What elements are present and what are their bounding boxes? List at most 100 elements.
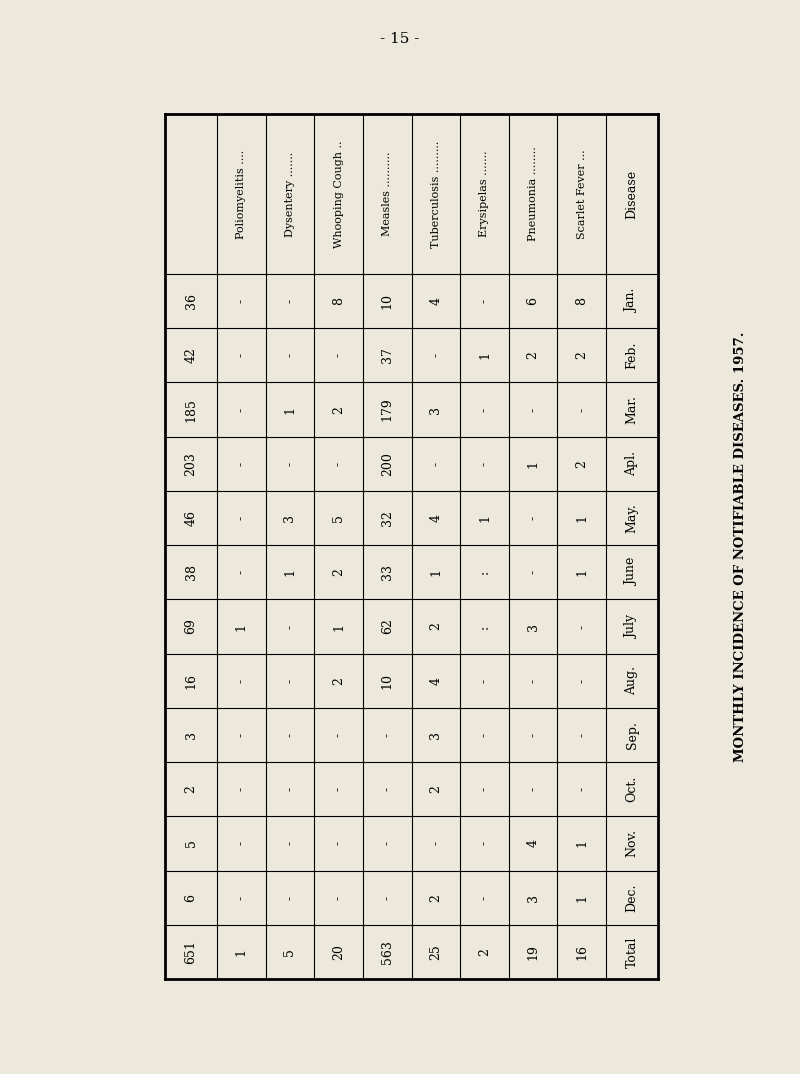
Text: -: - (332, 787, 345, 792)
Text: Nov.: Nov. (626, 829, 638, 857)
Text: Aug.: Aug. (626, 666, 638, 695)
Text: -: - (283, 679, 297, 683)
Text: -: - (235, 787, 248, 792)
Text: 1: 1 (575, 514, 588, 522)
Text: -: - (526, 679, 539, 683)
Text: Apl.: Apl. (626, 451, 638, 476)
Text: June: June (626, 558, 638, 586)
Text: -: - (526, 787, 539, 792)
Text: -: - (575, 732, 588, 737)
Text: 4: 4 (526, 840, 539, 847)
Text: :: : (478, 570, 491, 575)
Text: 2: 2 (430, 894, 442, 901)
Text: -: - (575, 787, 588, 792)
Text: -: - (478, 462, 491, 466)
Text: -: - (575, 407, 588, 411)
Text: -: - (381, 787, 394, 792)
Text: 2: 2 (526, 351, 539, 360)
Text: -: - (235, 679, 248, 683)
Text: Poliomyelitis ....: Poliomyelitis .... (236, 149, 246, 238)
Text: July: July (626, 614, 638, 639)
Text: - 15 -: - 15 - (380, 32, 420, 46)
Text: -: - (235, 570, 248, 575)
Text: -: - (283, 896, 297, 900)
Text: 2: 2 (575, 460, 588, 468)
Text: :: : (478, 624, 491, 628)
Text: 3: 3 (430, 731, 442, 739)
Text: 10: 10 (381, 293, 394, 309)
Text: -: - (235, 407, 248, 411)
Text: -: - (430, 841, 442, 845)
Text: -: - (430, 462, 442, 466)
Text: 25: 25 (430, 944, 442, 960)
Text: 8: 8 (332, 297, 345, 305)
Text: Mar.: Mar. (626, 395, 638, 424)
Text: Erysipelas .......: Erysipelas ....... (479, 150, 490, 237)
Text: Dec.: Dec. (626, 884, 638, 912)
Text: 1: 1 (526, 460, 539, 468)
Text: 1: 1 (575, 840, 588, 847)
Text: 3: 3 (185, 731, 198, 739)
Text: -: - (575, 624, 588, 628)
Text: -: - (575, 679, 588, 683)
Text: Dysentery .......: Dysentery ....... (285, 151, 295, 236)
Text: -: - (332, 462, 345, 466)
Text: May.: May. (626, 503, 638, 533)
Text: -: - (235, 462, 248, 466)
Text: 651: 651 (185, 940, 198, 963)
Text: 1: 1 (235, 948, 248, 956)
Text: Sep.: Sep. (626, 721, 638, 749)
Text: -: - (332, 841, 345, 845)
Text: -: - (478, 679, 491, 683)
Text: 46: 46 (185, 510, 198, 526)
Text: 203: 203 (185, 452, 198, 476)
Text: 1: 1 (575, 568, 588, 577)
Text: -: - (381, 841, 394, 845)
Text: 10: 10 (381, 672, 394, 688)
Text: 1: 1 (235, 623, 248, 630)
Text: 4: 4 (430, 297, 442, 305)
Text: Oct.: Oct. (626, 777, 638, 802)
Text: 20: 20 (332, 944, 345, 960)
Text: 5: 5 (185, 840, 198, 847)
Text: -: - (283, 299, 297, 303)
Text: 42: 42 (185, 347, 198, 363)
Text: -: - (332, 353, 345, 358)
Text: -: - (283, 353, 297, 358)
Text: -: - (526, 516, 539, 520)
Text: 6: 6 (185, 894, 198, 902)
Text: 16: 16 (575, 944, 588, 960)
Text: Total: Total (626, 937, 638, 968)
Text: 8: 8 (575, 297, 588, 305)
Text: 1: 1 (575, 894, 588, 902)
Text: -: - (478, 732, 491, 737)
Text: 62: 62 (381, 619, 394, 635)
Text: 563: 563 (381, 940, 394, 963)
Text: 1: 1 (283, 568, 297, 577)
Text: 2: 2 (332, 406, 345, 413)
Text: 1: 1 (430, 568, 442, 577)
Text: 1: 1 (478, 351, 491, 360)
Text: 16: 16 (185, 672, 198, 688)
Text: -: - (526, 407, 539, 411)
Text: -: - (283, 732, 297, 737)
Text: -: - (235, 896, 248, 900)
Text: -: - (478, 896, 491, 900)
Text: Scarlet Fever ...: Scarlet Fever ... (577, 149, 586, 238)
Text: -: - (430, 353, 442, 358)
Text: 179: 179 (381, 397, 394, 421)
Text: -: - (235, 732, 248, 737)
Text: 2: 2 (185, 785, 198, 793)
Text: Whooping Cough ..: Whooping Cough .. (334, 141, 343, 248)
Text: 37: 37 (381, 347, 394, 363)
Text: 185: 185 (185, 397, 198, 421)
Text: 2: 2 (332, 677, 345, 684)
Text: -: - (478, 299, 491, 303)
Text: 1: 1 (283, 406, 297, 413)
Text: -: - (235, 299, 248, 303)
Text: 5: 5 (332, 514, 345, 522)
Text: -: - (478, 841, 491, 845)
Text: 4: 4 (430, 514, 442, 522)
Text: -: - (478, 407, 491, 411)
Text: -: - (381, 896, 394, 900)
